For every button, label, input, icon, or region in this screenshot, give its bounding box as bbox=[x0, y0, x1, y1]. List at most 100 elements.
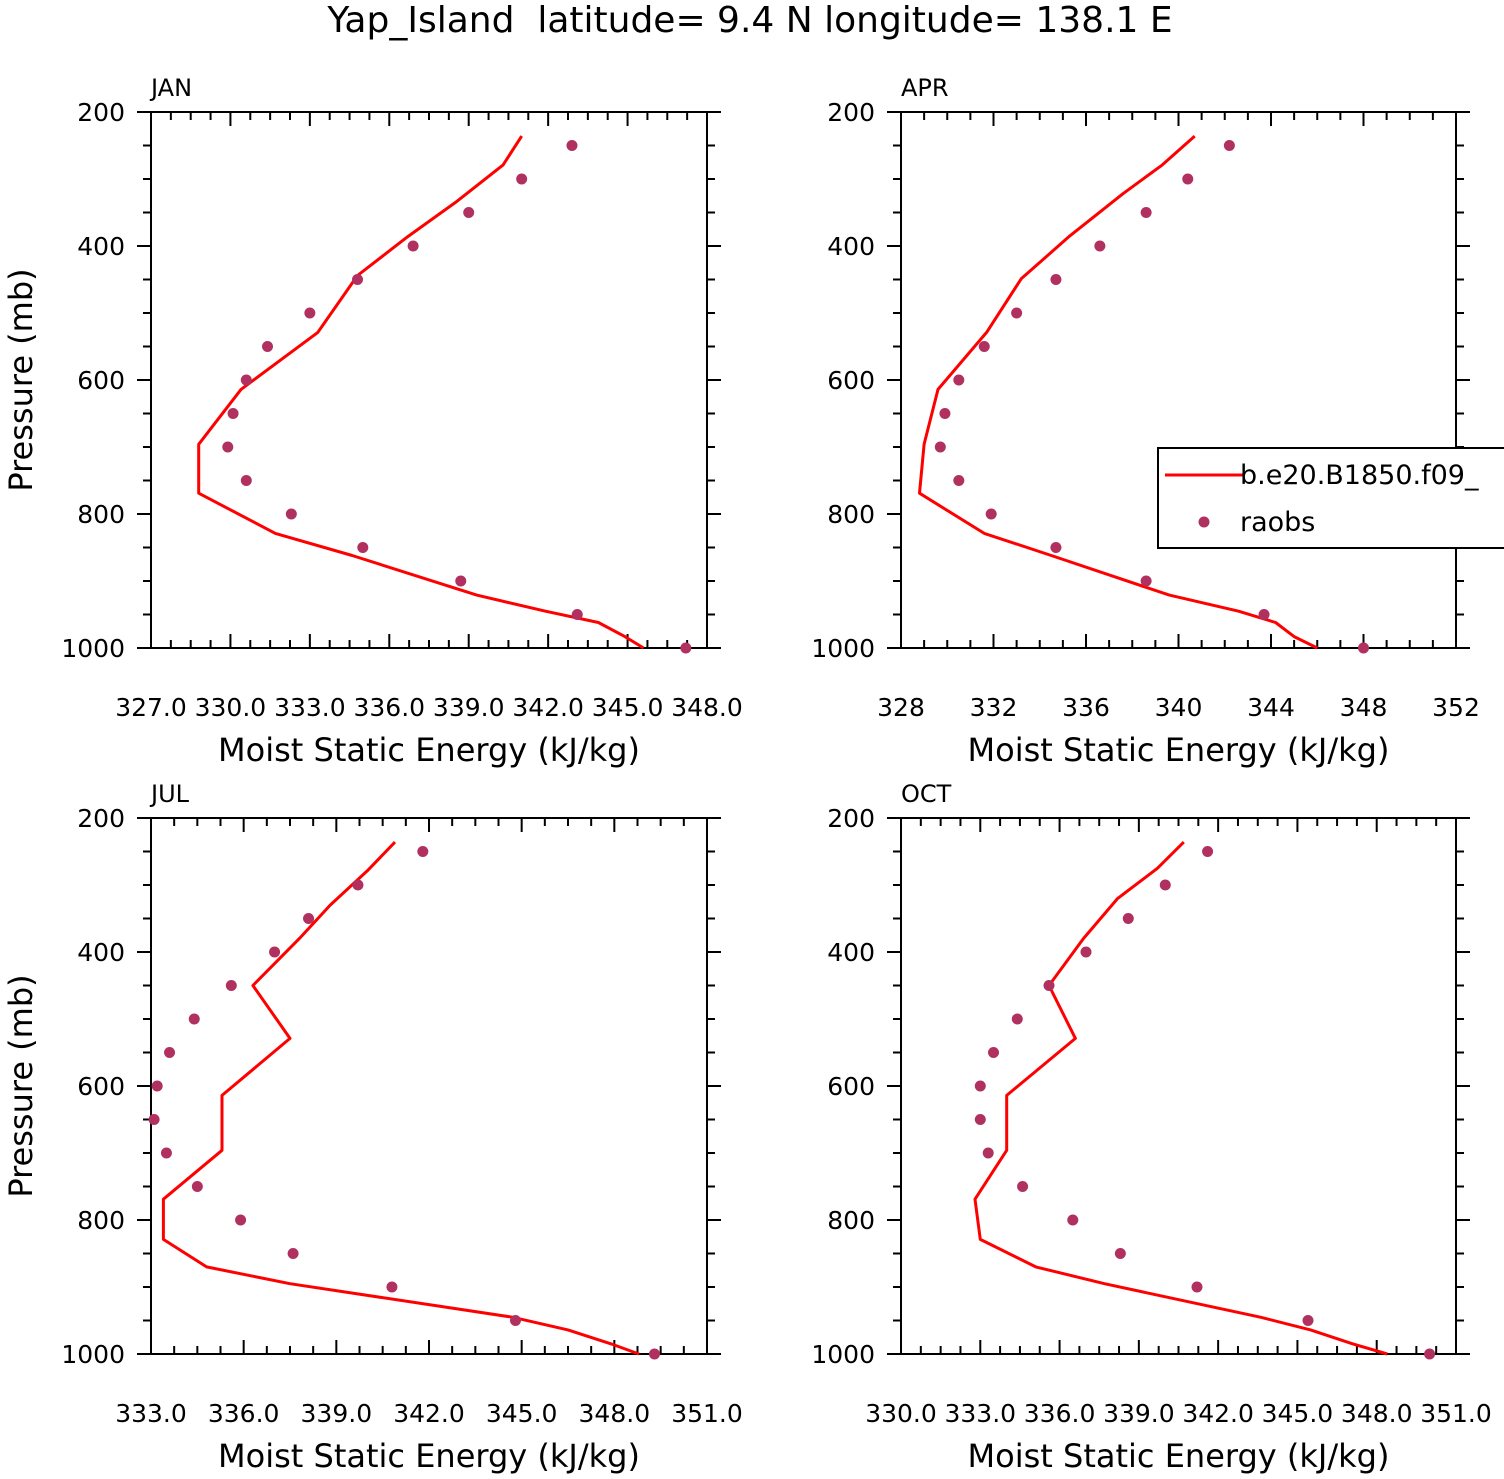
raobs-point bbox=[222, 441, 234, 453]
x-tick-label: 336.0 bbox=[208, 1399, 280, 1428]
raobs-point bbox=[357, 542, 369, 553]
panel-title: JUL bbox=[149, 780, 190, 808]
raobs-point bbox=[934, 441, 946, 453]
x-tick-label: 339.0 bbox=[433, 693, 505, 722]
raobs-point bbox=[304, 307, 316, 319]
y-tick-label: 1000 bbox=[811, 1340, 875, 1369]
raobs-point bbox=[235, 1214, 247, 1226]
y-tick-label: 600 bbox=[827, 1072, 875, 1101]
raobs-point bbox=[953, 374, 965, 386]
raobs-point bbox=[1050, 542, 1062, 553]
x-tick-label: 351.0 bbox=[1420, 1399, 1492, 1428]
raobs-point bbox=[148, 1114, 160, 1125]
figure-title: Yap_Island latitude= 9.4 N longitude= 13… bbox=[326, 0, 1172, 41]
raobs-point bbox=[1067, 1214, 1079, 1226]
raobs-point bbox=[516, 173, 528, 185]
x-tick-label: 332 bbox=[970, 693, 1018, 722]
raobs-point bbox=[261, 341, 273, 352]
raobs-point bbox=[1011, 1013, 1023, 1025]
panel-jan: 200 400 600 800 1000 327.0 330.0 333.0 336.0 339.… bbox=[2, 74, 743, 769]
legend-model-label: b.e20.B1850.f09_ bbox=[1240, 460, 1479, 491]
x-axis-label: Moist Static Energy (kJ/kg) bbox=[218, 1437, 640, 1475]
raobs-point bbox=[191, 1181, 203, 1192]
x-tick-label: 342.0 bbox=[1182, 1399, 1254, 1428]
y-tick-label: 200 bbox=[827, 98, 875, 127]
x-tick-label: 345.0 bbox=[592, 693, 664, 722]
raobs-point bbox=[1122, 913, 1134, 924]
x-tick-label: 333.0 bbox=[115, 1399, 187, 1428]
raobs-point bbox=[1258, 609, 1270, 620]
x-tick-label: 327.0 bbox=[115, 693, 187, 722]
raobs-point bbox=[1358, 642, 1369, 654]
y-tick-label: 800 bbox=[77, 1206, 125, 1235]
raobs-point bbox=[680, 642, 692, 654]
raobs-point bbox=[1302, 1315, 1314, 1326]
model-series-line bbox=[918, 134, 1318, 650]
raobs-point bbox=[1159, 879, 1171, 891]
raobs-point bbox=[1080, 946, 1092, 958]
raobs-point bbox=[974, 1080, 986, 1092]
raobs-point bbox=[225, 980, 237, 991]
raobs-point bbox=[1094, 240, 1106, 252]
x-axis-label: Moist Static Energy (kJ/kg) bbox=[218, 731, 640, 769]
x-tick-label: 342.0 bbox=[512, 693, 584, 722]
raobs-point bbox=[939, 408, 951, 419]
panel-title: APR bbox=[901, 74, 949, 102]
x-tick-label: 348.0 bbox=[579, 1399, 651, 1428]
y-axis-label: Pressure (mb) bbox=[2, 268, 40, 491]
raobs-point bbox=[1191, 1281, 1203, 1293]
legend: b.e20.B1850.f09_raobs bbox=[1157, 447, 1504, 549]
raobs-point bbox=[509, 1315, 521, 1326]
raobs-point bbox=[285, 508, 297, 520]
raobs-point bbox=[188, 1013, 200, 1025]
y-tick-label: 400 bbox=[77, 232, 125, 261]
legend-obs-label: raobs bbox=[1240, 507, 1315, 538]
raobs-point bbox=[463, 207, 475, 218]
raobs-point bbox=[1140, 575, 1152, 587]
raobs-point bbox=[953, 475, 965, 486]
y-tick-label: 600 bbox=[827, 366, 875, 395]
raobs-point bbox=[1050, 274, 1062, 285]
x-tick-label: 345.0 bbox=[486, 1399, 558, 1428]
raobs-point bbox=[988, 1047, 999, 1058]
raobs-point bbox=[566, 140, 578, 151]
y-tick-label: 1000 bbox=[61, 1340, 125, 1369]
raobs-point bbox=[303, 913, 315, 924]
y-tick-label: 400 bbox=[827, 232, 875, 261]
x-tick-label: 351.0 bbox=[671, 1399, 743, 1428]
model-series-line bbox=[197, 135, 645, 650]
raobs-point bbox=[407, 240, 419, 252]
x-tick-label: 342.0 bbox=[393, 1399, 465, 1428]
x-tick-label: 333.0 bbox=[274, 693, 346, 722]
y-tick-label: 400 bbox=[77, 938, 125, 967]
raobs-point bbox=[974, 1114, 986, 1125]
y-tick-label: 1000 bbox=[811, 634, 875, 663]
raobs-point bbox=[978, 341, 990, 352]
x-tick-label: 348 bbox=[1340, 693, 1388, 722]
x-tick-label: 352 bbox=[1432, 693, 1480, 722]
x-tick-label: 348.0 bbox=[671, 693, 743, 722]
x-tick-label: 330.0 bbox=[195, 693, 267, 722]
y-tick-label: 800 bbox=[827, 1206, 875, 1235]
y-tick-label: 200 bbox=[77, 98, 125, 127]
raobs-point bbox=[571, 609, 583, 620]
y-tick-label: 600 bbox=[77, 1072, 125, 1101]
x-tick-label: 328 bbox=[877, 693, 925, 722]
y-tick-label: 200 bbox=[827, 804, 875, 833]
raobs-point bbox=[269, 946, 281, 958]
panel-jul: 200 400 600 800 1000 333.0 336.0 339.0 342.0 345.… bbox=[2, 780, 743, 1475]
raobs-point bbox=[160, 1147, 172, 1159]
panel-title: OCT bbox=[901, 780, 952, 808]
raobs-point bbox=[240, 374, 252, 386]
model-series-line bbox=[973, 841, 1388, 1356]
model-series-line bbox=[161, 841, 640, 1356]
raobs-point bbox=[287, 1248, 299, 1259]
panel-apr: 200 400 600 800 1000 328 332 336 340 344 348 352 APR… bbox=[811, 74, 1479, 769]
raobs-point bbox=[982, 1147, 994, 1159]
x-tick-label: 348.0 bbox=[1341, 1399, 1413, 1428]
plot-frame bbox=[150, 111, 708, 649]
y-tick-label: 600 bbox=[77, 366, 125, 395]
y-axis-label: Pressure (mb) bbox=[2, 974, 40, 1197]
y-tick-label: 1000 bbox=[61, 634, 125, 663]
